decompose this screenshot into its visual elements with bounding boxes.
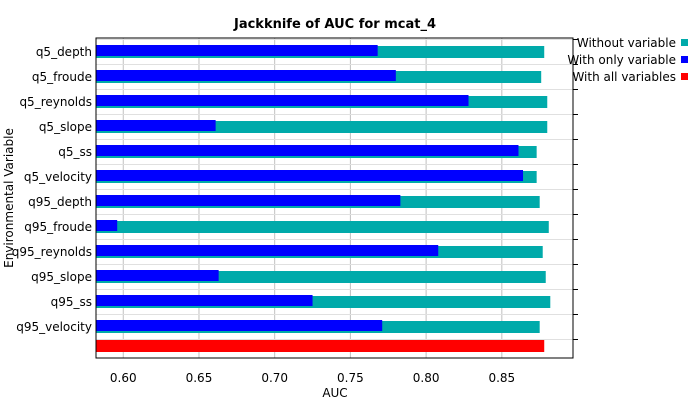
bar-with-only-q5_ss xyxy=(96,145,519,156)
bar-without-q95_froude xyxy=(96,221,549,233)
bar-with-only-q5_velocity xyxy=(96,170,524,181)
x-tick-label: 0.75 xyxy=(337,371,364,385)
x-tick-label: 0.80 xyxy=(413,371,440,385)
y-tick-label: q5_depth xyxy=(36,45,92,59)
chart-title: Jackknife of AUC for mcat_4 xyxy=(233,17,436,32)
bar-with-only-q95_depth xyxy=(96,195,401,206)
y-tick-label: q5_ss xyxy=(58,145,92,159)
bar-with-only-q5_reynolds xyxy=(96,95,469,106)
y-tick-label: q95_slope xyxy=(31,270,92,284)
bar-with-only-q95_froude xyxy=(96,220,118,231)
x-axis-label: AUC xyxy=(322,386,347,400)
plot-frame xyxy=(95,37,574,359)
y-tick-label: q95_froude xyxy=(24,220,92,234)
legend: Without variable With only variable With a… xyxy=(567,36,688,84)
x-tick-label: 0.65 xyxy=(186,371,213,385)
x-tick-label: 0.85 xyxy=(488,371,515,385)
x-tick-label: 0.70 xyxy=(261,371,288,385)
y-tick-label: q95_depth xyxy=(28,195,92,209)
bar-with-only-q95_slope xyxy=(96,270,219,281)
y-tick-label: q5_froude xyxy=(32,70,92,84)
y-tick-label: q95_ss xyxy=(51,295,92,309)
bar-with-only-q5_froude xyxy=(96,70,396,81)
legend-swatch xyxy=(681,56,688,63)
y-tick-label: q5_velocity xyxy=(24,170,92,184)
legend-label: Without variable xyxy=(577,36,676,50)
x-tick-label: 0.60 xyxy=(110,371,137,385)
bar-with-all-variables xyxy=(96,340,545,352)
legend-label: With all variables xyxy=(572,70,676,84)
bar-with-only-q95_ss xyxy=(96,295,313,306)
y-axis-label: Environmental Variable xyxy=(2,128,16,268)
bar-with-only-q5_depth xyxy=(96,45,378,56)
bar-with-only-q5_slope xyxy=(96,120,216,131)
y-tick-label: q5_slope xyxy=(39,120,92,134)
bar-with-only-q95_velocity xyxy=(96,320,383,331)
legend-label: With only variable xyxy=(567,53,676,67)
legend-swatch xyxy=(681,73,688,80)
y-tick-label: q95_reynolds xyxy=(12,245,92,259)
y-tick-label: q95_velocity xyxy=(16,320,92,334)
y-tick-label: q5_reynolds xyxy=(19,95,92,109)
bar-with-only-q95_reynolds xyxy=(96,245,439,256)
legend-swatch xyxy=(681,39,688,46)
